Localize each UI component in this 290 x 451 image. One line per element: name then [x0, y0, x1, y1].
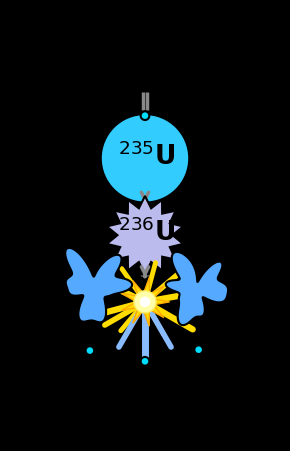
Circle shape: [86, 346, 94, 355]
Polygon shape: [107, 197, 183, 275]
Circle shape: [100, 114, 190, 204]
Text: $^{236}$U: $^{236}$U: [118, 219, 175, 247]
Polygon shape: [65, 249, 132, 322]
Circle shape: [140, 297, 150, 308]
Circle shape: [141, 357, 149, 366]
Text: $^{235}$U: $^{235}$U: [118, 142, 175, 170]
Polygon shape: [122, 278, 170, 327]
Polygon shape: [166, 252, 228, 326]
Circle shape: [134, 291, 156, 313]
Circle shape: [194, 345, 203, 354]
Circle shape: [141, 112, 149, 121]
